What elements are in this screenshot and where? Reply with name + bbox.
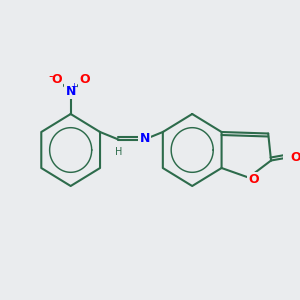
Text: O: O <box>248 173 259 187</box>
Text: N: N <box>65 85 76 98</box>
Text: -: - <box>48 70 52 83</box>
Text: O: O <box>51 73 62 86</box>
Text: O: O <box>291 151 300 164</box>
Text: H: H <box>115 147 122 157</box>
Text: N: N <box>140 131 150 145</box>
Text: +: + <box>70 82 77 91</box>
Text: O: O <box>80 73 90 86</box>
